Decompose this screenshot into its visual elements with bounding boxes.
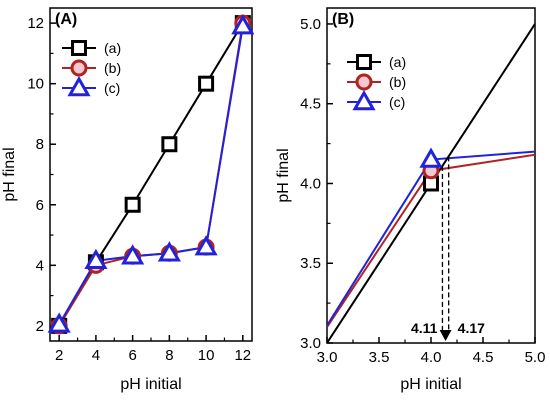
panel-a: 2 4 6 8 10 12 2 4 6 8 10 12 (a) (b) (c) (A) pH initia… [1, 7, 255, 393]
panel-b-label: (B) [332, 11, 354, 28]
legend-label-c: (c) [104, 80, 120, 96]
legend-marker-c [352, 89, 376, 111]
data-point-c [157, 241, 181, 262]
x-tick-label: 5.0 [525, 349, 546, 366]
data-point-c [194, 235, 218, 256]
data-point-c [47, 312, 71, 333]
legend-label-a: (a) [389, 54, 406, 70]
panel-a-series [47, 14, 255, 335]
annotation-4-11: 4.11 [411, 320, 438, 336]
arrow-head [439, 330, 452, 341]
data-point-c [231, 14, 255, 35]
legend-marker-b [70, 59, 88, 77]
x-tick-label: 6 [128, 347, 136, 364]
y-tick-label: 12 [27, 15, 44, 32]
legend-label-b: (b) [104, 60, 121, 76]
y-tick-label: 3.0 [300, 335, 321, 352]
y-tick-label: 4.5 [300, 96, 321, 113]
panel-b-x-axis-title: pH initial [400, 376, 461, 393]
x-tick-label: 2 [55, 347, 63, 364]
panel-b-markers [419, 147, 443, 192]
data-point-a [124, 196, 141, 213]
panel-b: 3.0 3.5 4.0 4.5 5.0 3.0 3.5 4.0 4.5 5.0 (a) (b) (c)… [275, 7, 545, 393]
y-tick-label: 2 [36, 318, 44, 335]
panel-b-y-axis-title: pH final [275, 148, 292, 202]
x-tick-label: 3.5 [369, 349, 390, 366]
legend-marker-a [71, 40, 87, 56]
x-tick-label: 3.0 [317, 349, 338, 366]
panel-a-ticks: 2 4 6 8 10 12 2 4 6 8 10 12 [27, 15, 251, 364]
y-tick-label: 4 [36, 257, 44, 274]
data-point-c [84, 248, 108, 270]
y-tick-label: 8 [36, 136, 44, 153]
x-tick-label: 4 [92, 347, 100, 364]
data-point-a [161, 136, 178, 153]
legend-marker-a [356, 54, 372, 70]
series-line-c [58, 25, 244, 325]
x-tick-label: 8 [165, 347, 173, 364]
panel-a-y-axis-title: pH final [1, 147, 18, 201]
y-tick-label: 10 [27, 76, 44, 93]
x-tick-label: 4.0 [421, 349, 442, 366]
data-point-c [419, 147, 443, 168]
y-tick-label: 3.5 [300, 255, 321, 272]
data-point-c [121, 244, 145, 265]
x-tick-label: 4.5 [473, 349, 494, 366]
panel-a-legend: (a) (b) (c) [62, 40, 121, 97]
legend-label-a: (a) [104, 40, 121, 56]
annotation-4-17: 4.17 [458, 320, 485, 336]
legend-marker-b [355, 73, 373, 91]
y-tick-label: 4.0 [300, 175, 321, 192]
y-tick-label: 6 [36, 197, 44, 214]
x-tick-label: 10 [198, 347, 215, 364]
x-tick-label: 12 [234, 347, 251, 364]
panel-b-legend: (a) (b) (c) [347, 54, 406, 111]
legend-label-b: (b) [389, 74, 406, 90]
panel-a-label: (A) [55, 11, 77, 28]
legend-label-c: (c) [389, 94, 405, 110]
panel-b-ticks: 3.0 3.5 4.0 4.5 5.0 3.0 3.5 4.0 4.5 5.0 [300, 16, 545, 366]
y-tick-label: 5.0 [300, 16, 321, 33]
data-point-a [198, 75, 215, 92]
panel-a-x-axis-title: pH initial [120, 376, 181, 393]
panel-b-dashed-guides [439, 156, 452, 341]
legend-marker-c [67, 75, 91, 97]
